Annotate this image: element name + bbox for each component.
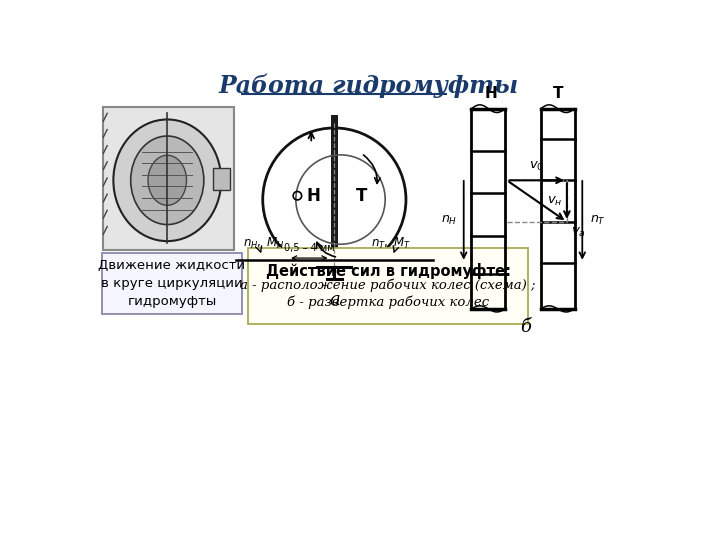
Bar [104,107,234,249]
FancyBboxPatch shape [102,253,242,314]
Ellipse shape [113,119,221,241]
Text: $n_Т,\ M_Т$: $n_Т,\ M_Т$ [372,236,412,251]
Bar [213,168,230,190]
Text: $n_Т$: $n_Т$ [590,214,606,227]
Ellipse shape [131,136,204,225]
Bar [330,253,338,275]
Text: $v_a$: $v_a$ [571,226,585,239]
Text: $v_0$: $v_0$ [529,159,544,173]
Text: Н: Н [307,187,320,205]
Text: Движение жидкости
в круге циркуляции
гидромуфты: Движение жидкости в круге циркуляции гид… [99,259,246,308]
Text: Н: Н [485,86,497,101]
Text: $v_н$: $v_н$ [547,194,563,208]
Text: Т: Т [552,86,563,101]
Text: Действие сил в гидромуфте:: Действие сил в гидромуфте: [266,264,510,280]
Text: Т: Т [356,187,367,205]
Text: $n_Н$: $n_Н$ [441,214,457,227]
Text: Работа гидромуфты: Работа гидромуфты [219,73,519,98]
Text: б - развертка рабочих колес: б - развертка рабочих колес [287,296,490,309]
Text: б: б [520,318,531,335]
Text: а: а [329,291,340,309]
FancyBboxPatch shape [248,248,528,325]
Text: $n_Н,\ M_Н$: $n_Н,\ M_Н$ [243,236,285,251]
Bar [330,115,338,276]
Text: а - расположение рабочих колес (схема) ;: а - расположение рабочих колес (схема) ; [240,279,536,292]
Ellipse shape [148,156,186,205]
Text: 0,5 – 4 мм: 0,5 – 4 мм [284,242,335,253]
